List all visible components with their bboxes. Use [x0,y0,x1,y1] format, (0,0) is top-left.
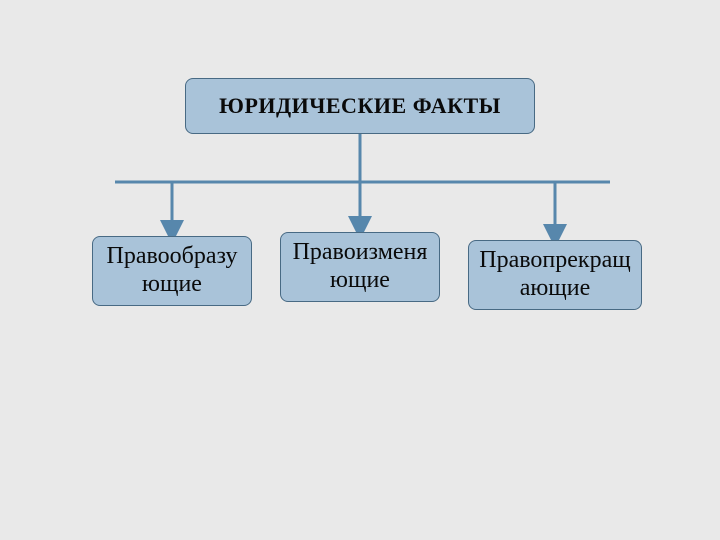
child-label: Правопрекращающие [475,247,635,302]
child-node: Правопрекращающие [468,240,642,310]
child-label: Правоизменяющие [287,239,433,294]
root-node: ЮРИДИЧЕСКИЕ ФАКТЫ [185,78,535,134]
child-node: Правообразующие [92,236,252,306]
child-label: Правообразующие [99,243,245,298]
root-label: ЮРИДИЧЕСКИЕ ФАКТЫ [219,93,501,118]
child-node: Правоизменяющие [280,232,440,302]
